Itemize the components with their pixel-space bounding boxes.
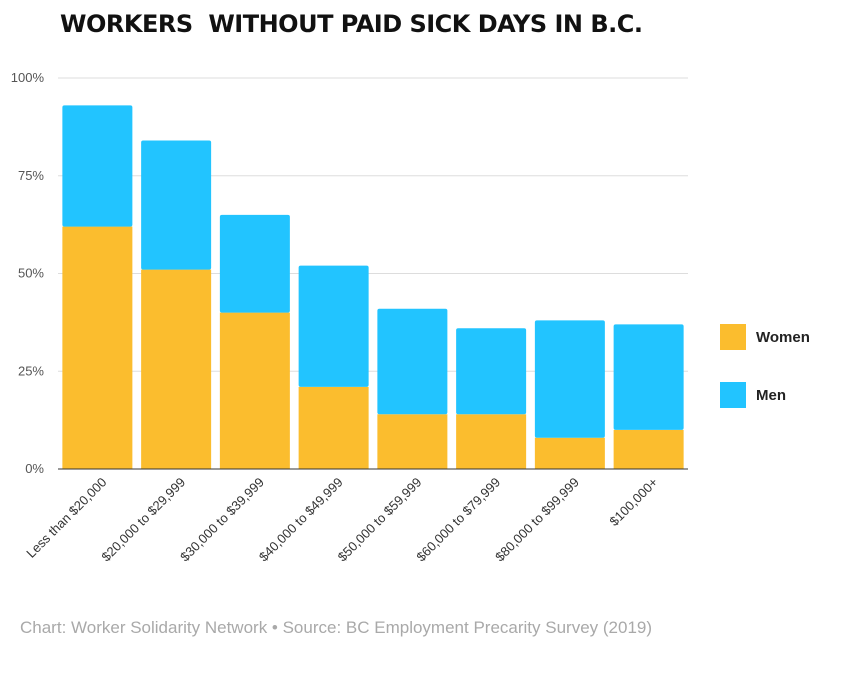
x-category-label: $40,000 to $49,999 (256, 475, 346, 565)
y-tick-label: 100% (11, 70, 45, 85)
bar-women (298, 386, 369, 469)
legend-label-men: Men (756, 386, 786, 404)
y-tick-label: 25% (18, 363, 44, 378)
bar-men (298, 265, 369, 387)
legend-swatch-women (720, 324, 746, 350)
legend-label-women: Women (756, 328, 810, 346)
bar-women (377, 414, 448, 469)
bar-women (534, 437, 605, 469)
x-category-label: $80,000 to $99,999 (492, 475, 582, 565)
y-tick-label: 0% (25, 461, 44, 476)
legend-item-women: Women (720, 324, 810, 350)
legend-swatch-men (720, 382, 746, 408)
y-tick-label: 50% (18, 266, 44, 281)
bar-women (456, 414, 527, 469)
x-category-label: $30,000 to $39,999 (177, 475, 267, 565)
bar-women (62, 226, 133, 469)
stacked-bar-chart: 0% 25% 50% 75% 100% Less than $20,000$20,000 … (11, 70, 688, 565)
x-category-label: $20,000 to $29,999 (98, 475, 188, 565)
x-category-label: Less than $20,000 (23, 475, 109, 561)
bar-women (141, 269, 212, 469)
x-category-label: $100,000+ (606, 475, 660, 529)
legend-item-men: Men (720, 382, 810, 408)
bar-women (219, 312, 290, 469)
bar-men (219, 214, 290, 313)
x-category-label: $50,000 to $59,999 (335, 475, 425, 565)
legend: Women Men (720, 324, 810, 440)
chart-title: WORKERS WITHOUT PAID SICK DAYS IN B.C. (60, 10, 643, 38)
bar-men (141, 140, 212, 270)
source-note: Chart: Worker Solidarity Network • Sourc… (20, 618, 653, 637)
bar-men (534, 320, 605, 438)
bar-men (62, 105, 133, 227)
bar-men (613, 324, 684, 430)
bar-men (377, 308, 448, 415)
bar-men (456, 328, 527, 415)
y-tick-label: 75% (18, 168, 44, 183)
x-category-label: $60,000 to $79,999 (413, 475, 503, 565)
bar-women (613, 429, 684, 469)
